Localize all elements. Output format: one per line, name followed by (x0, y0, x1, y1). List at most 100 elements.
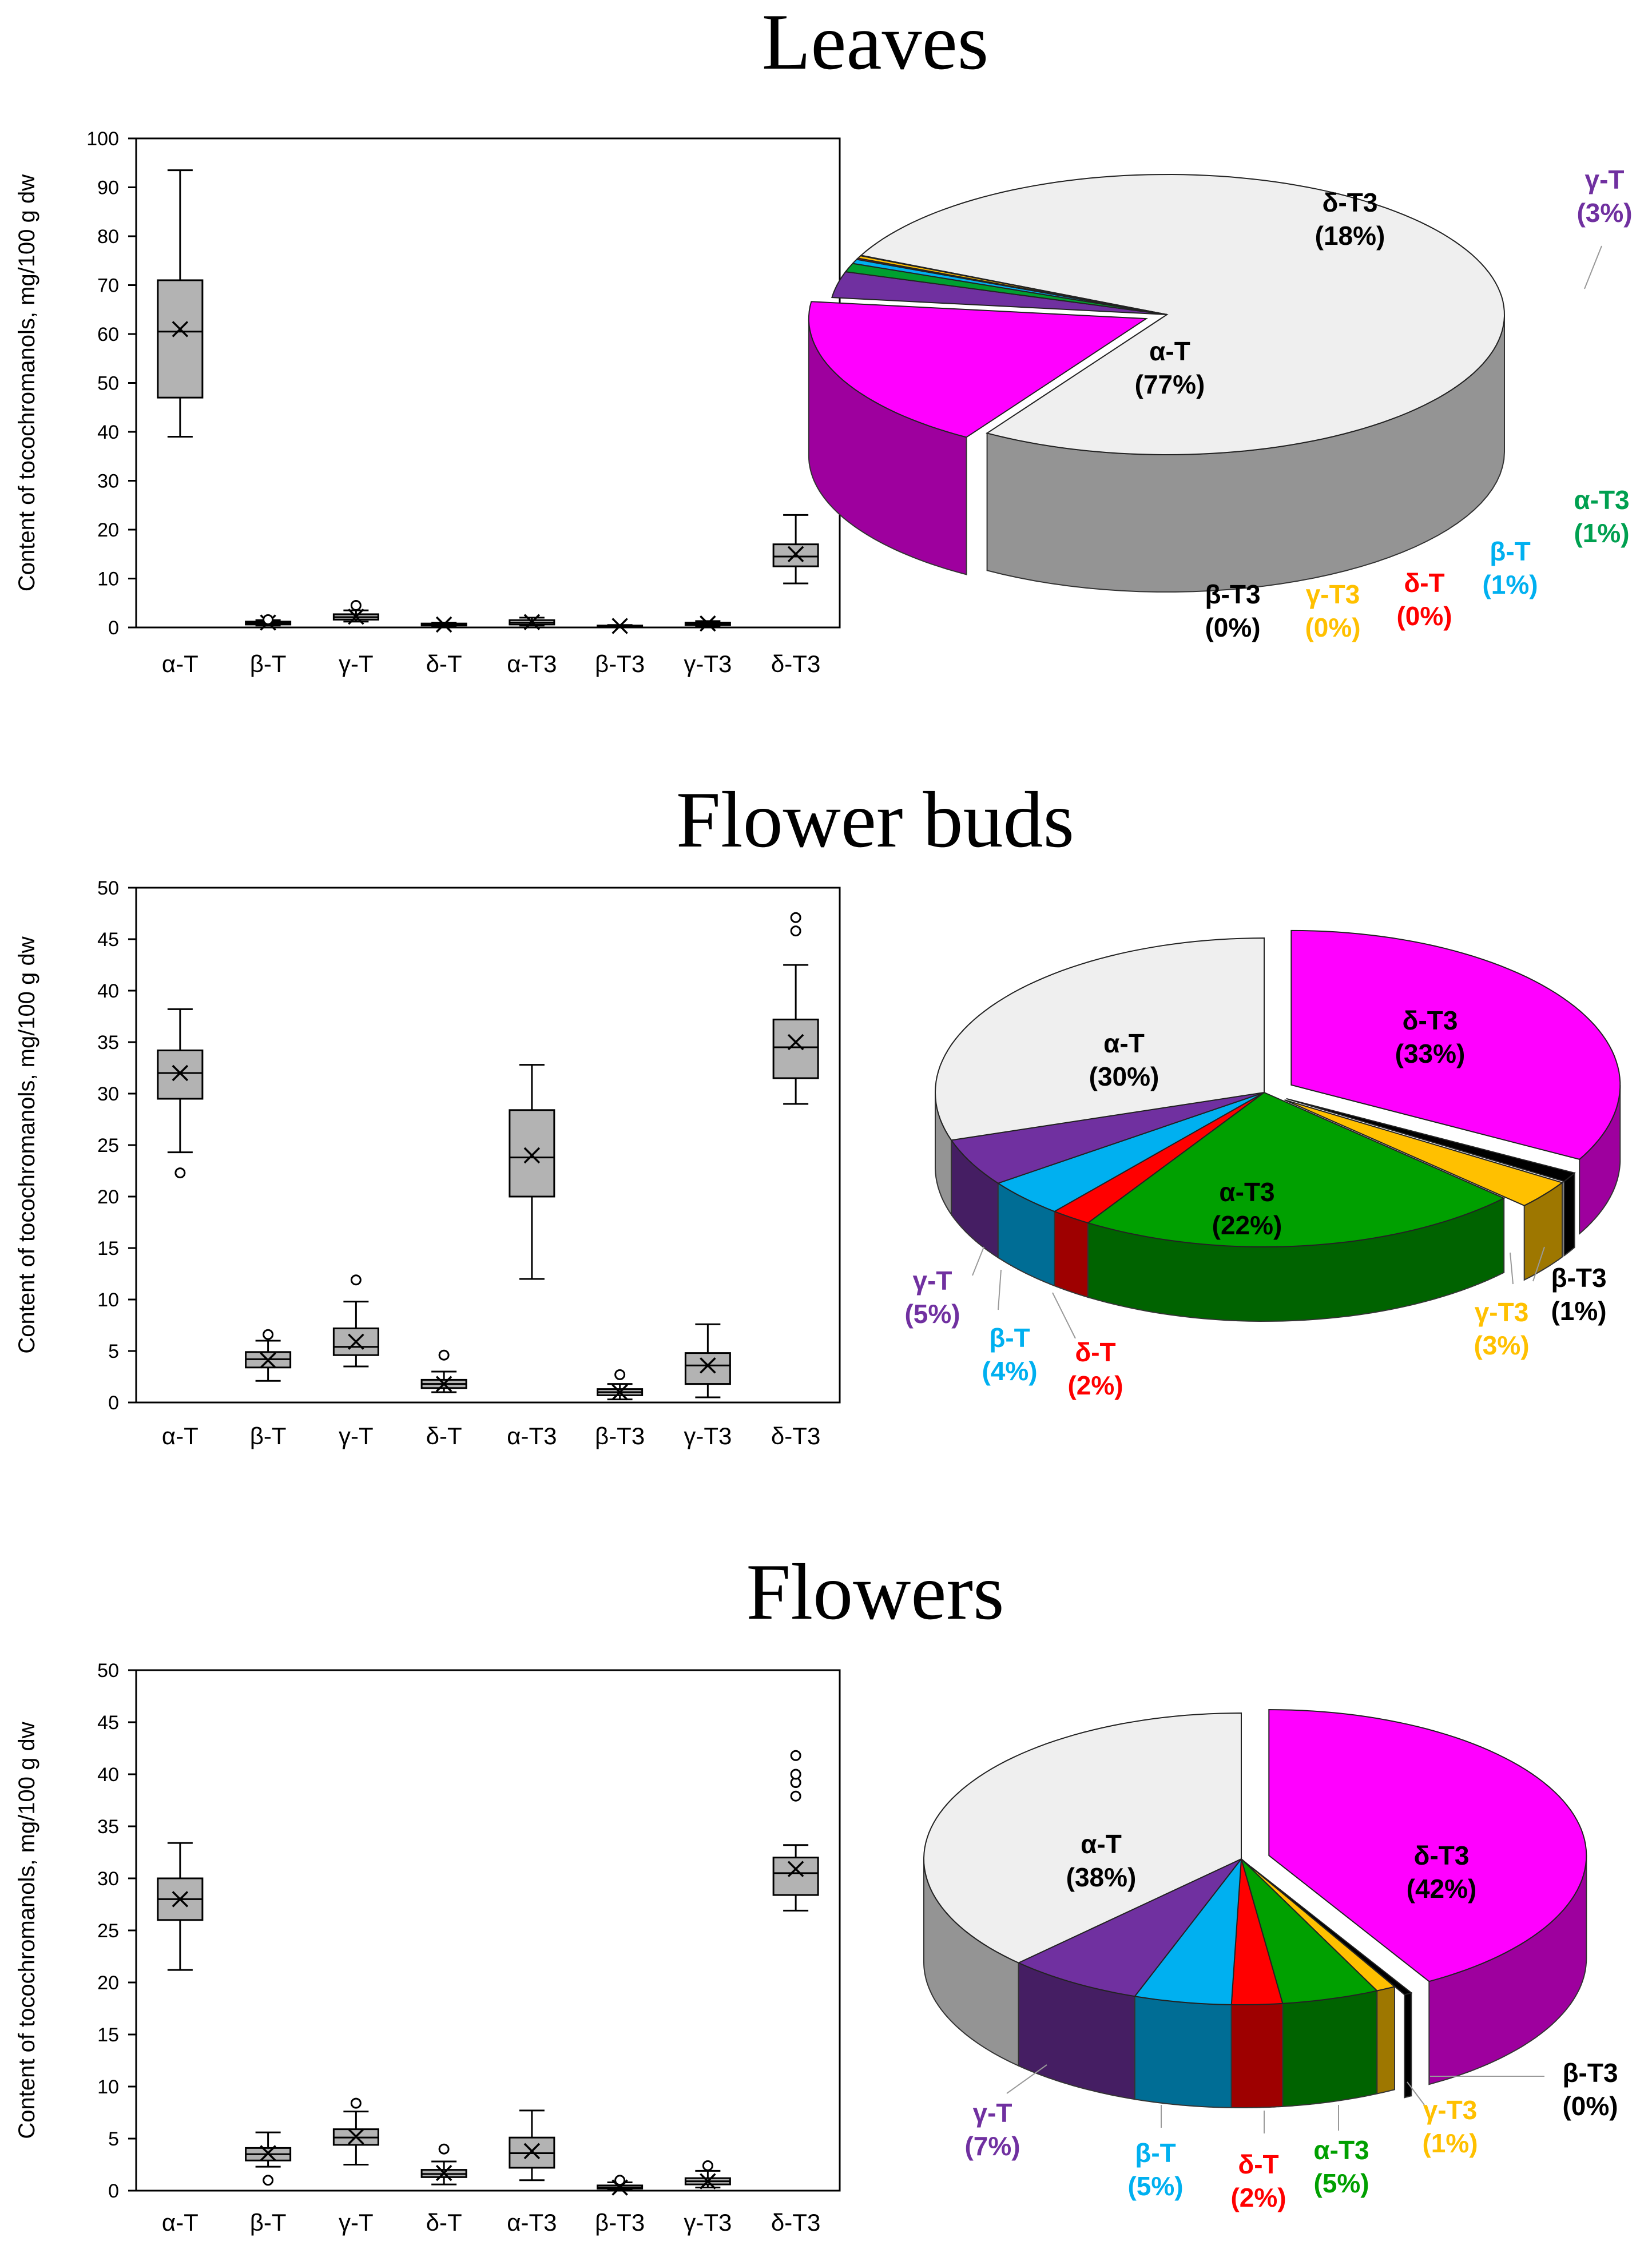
pie-label-pct: (1%) (1482, 570, 1538, 599)
y-tick-label: 0 (108, 617, 119, 639)
y-tick-label: 15 (97, 2024, 119, 2046)
pie-label-pct: (18%) (1315, 221, 1385, 251)
leader-line (1006, 2064, 1047, 2094)
pie-label-name: γ-T3 (1306, 579, 1360, 609)
box-plot: 0 5 10 15 20 25 30 35 40 45 50 Content of tocochrom… (14, 1660, 841, 2236)
mean-marker (435, 1376, 452, 1392)
pie-label-pct: (22%) (1212, 1210, 1282, 1240)
box-3 (420, 616, 467, 633)
pie-slice (1086, 1091, 1506, 1248)
panel-title: Flower buds (676, 776, 1074, 864)
mean-marker (523, 614, 541, 630)
pie-label-name: δ-T3 (1403, 1006, 1458, 1035)
pie-label-name: δ-T3 (1414, 1841, 1470, 1870)
category-label: δ-T3 (771, 1422, 820, 1449)
pie-label-name: α-T (1103, 1028, 1145, 1058)
outlier-point (790, 925, 801, 937)
pie-label-name: γ-T (973, 2098, 1012, 2128)
pie-slice-side (1563, 1171, 1575, 1257)
pie-slice (1268, 1708, 1587, 1982)
category-label: α-T3 (507, 2209, 557, 2236)
y-tick-label: 0 (108, 2180, 119, 2202)
pie-slice (923, 1712, 1242, 1964)
outlier-point (702, 2160, 713, 2171)
iqr-box (684, 1352, 731, 1385)
pie-slice (1017, 1858, 1242, 1997)
box-1 (245, 614, 292, 631)
pie-slice (808, 301, 1148, 438)
y-tick-label: 10 (97, 1289, 119, 1311)
box-5 (597, 2175, 644, 2196)
outlier-point (790, 1790, 801, 1802)
y-tick-label: 50 (97, 1660, 119, 1682)
pie-slice (934, 937, 1265, 1141)
box-5 (597, 618, 644, 634)
category-label: γ-T (339, 2209, 374, 2236)
y-tick-label: 80 (97, 226, 119, 248)
category-label: δ-T3 (771, 650, 820, 677)
pie-labels: δ-T3 (33%) β-T3(1%) γ-T3(3%) α-T3(22%) δ-T(2%… (904, 1006, 1606, 1400)
panel-flower_buds: Flower buds 0 5 10 15 20 25 30 35 40 45 50 Content o… (14, 776, 1621, 1449)
pie-label-pct: (5%) (1313, 2168, 1369, 2198)
y-axis-label: Content of tocochromanols, mg/100 g dw (14, 936, 39, 1353)
outlier-point (263, 2175, 274, 2186)
y-tick-label: 5 (108, 1341, 119, 1362)
outlier-point (438, 2143, 450, 2155)
mean-marker (787, 1861, 804, 1877)
category-label: β-T3 (595, 650, 645, 677)
outlier-point (350, 2097, 362, 2109)
category-label: α-T (162, 1422, 198, 1449)
box-1 (245, 1329, 292, 1382)
pie-label-pct: (0%) (1205, 613, 1260, 642)
category-label: γ-T (339, 650, 374, 677)
outlier-point (263, 614, 274, 625)
pie-label-name: α-T3 (1313, 2135, 1369, 2165)
pie-slice (1284, 1099, 1564, 1206)
pie-label-name: δ-T (1075, 1337, 1115, 1367)
pie-label-pct: (0%) (1305, 613, 1360, 642)
y-tick-label: 40 (97, 1764, 119, 1786)
mean-marker (348, 2128, 364, 2145)
box-plot: 0 5 10 15 20 25 30 35 40 45 50 Content of tocochrom… (14, 877, 841, 1449)
iqr-box (332, 1327, 379, 1356)
pie-chart: δ-T3(42%)β-T3(0%)γ-T3(1%)α-T3(5%)δ-T(2%)… (923, 1708, 1618, 2212)
pie-label-pct: (7%) (964, 2131, 1020, 2161)
pie-label-pct: (2%) (1067, 1370, 1123, 1400)
y-tick-label: 30 (97, 471, 119, 492)
y-tick-label: 35 (97, 1816, 119, 1838)
outlier-point (174, 1167, 186, 1179)
pie-slice-side (1230, 2002, 1284, 2108)
y-tick-label: 90 (97, 177, 119, 199)
pie-label-pct: (77%) (1135, 369, 1205, 399)
box-4 (509, 614, 555, 630)
pie-chart: α-T(77%)δ-T3(18%)γ-T(3%)α-T3(1%)β-T(1%)δ… (808, 165, 1633, 642)
mean-marker (787, 546, 804, 562)
mean-marker (611, 2179, 628, 2196)
pie-chart: δ-T3 (33%) β-T3(1%) γ-T3(3%) α-T3(22%) δ-T(2%… (904, 929, 1621, 1400)
pie-slice (1053, 1092, 1265, 1224)
pie-slice (1240, 1857, 1379, 2004)
y-tick-label: 35 (97, 1032, 119, 1054)
category-label: β-T (250, 2209, 287, 2236)
iqr-box (157, 1049, 204, 1100)
leader-line (1052, 1292, 1076, 1339)
pie-label-name: γ-T3 (1475, 1297, 1529, 1327)
leader-line (1510, 1252, 1514, 1285)
pie-slice-side (1282, 1990, 1378, 2107)
y-axis-label: Content of tocochromanols, mg/100 g dw (14, 1722, 39, 2139)
y-tick-label: 45 (97, 929, 119, 951)
pie-label-pct: (3%) (1474, 1330, 1529, 1360)
mean-marker (260, 2145, 276, 2161)
pie-sides (923, 1855, 1587, 2108)
y-tick-label: 25 (97, 1920, 119, 1942)
category-label: γ-T3 (684, 650, 732, 677)
mean-marker (611, 618, 628, 634)
iqr-box (509, 1109, 555, 1198)
pie-slice-side (1134, 1996, 1232, 2108)
y-tick-label: 10 (97, 2076, 119, 2098)
outlier-point (790, 912, 801, 923)
category-label: δ-T (426, 2209, 462, 2236)
category-label: α-T3 (507, 650, 557, 677)
mean-marker (435, 2164, 452, 2182)
